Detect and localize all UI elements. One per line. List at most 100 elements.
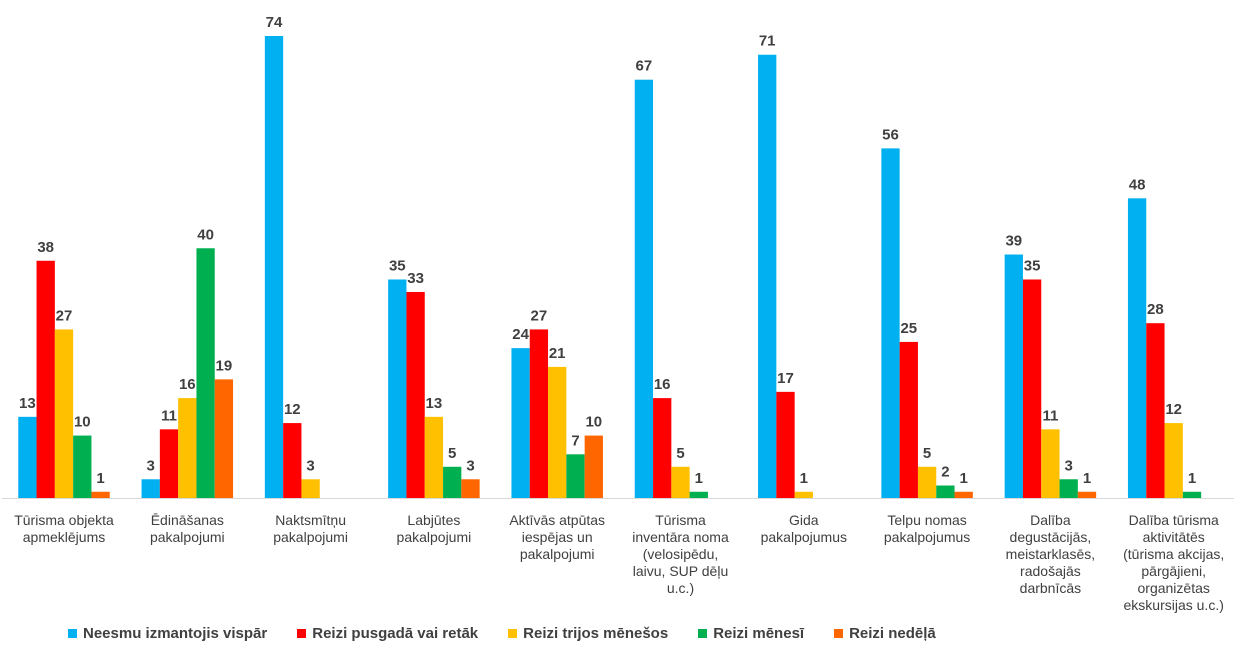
value-label-cat4-series3: 7 xyxy=(571,432,579,449)
category-label-2: Naktsmītņu pakalpojumi xyxy=(273,512,348,545)
category-label-0: Tūrisma objekta apmeklējums xyxy=(14,512,114,545)
category-label-3-line-0: Labjūtes xyxy=(407,512,460,528)
category-label-0-line-0: Tūrisma objekta xyxy=(14,512,114,528)
category-label-3: Labjūtes pakalpojumi xyxy=(397,512,472,545)
category-label-9-line-3: pārgājieni, xyxy=(1141,563,1206,579)
value-label-cat1-series1: 11 xyxy=(161,407,177,424)
value-label-cat9-series2: 12 xyxy=(1165,401,1182,418)
bar-cat2-series0 xyxy=(264,36,284,498)
legend-swatch-series-2 xyxy=(508,628,518,638)
category-label-8-line-1: degustācijās, xyxy=(1010,529,1092,545)
bar-cat1-series0 xyxy=(141,479,160,498)
value-label-cat9-series1: 28 xyxy=(1147,301,1164,318)
legend-label-series-1: Reizi pusgadā vai retāk xyxy=(312,624,479,642)
value-label-cat7-series2: 5 xyxy=(923,445,931,462)
legend: Neesmu izmantojis vispār Reizi pusgadā v… xyxy=(68,622,966,644)
category-label-2-line-0: Naktsmītņu xyxy=(275,512,346,528)
category-label-6-line-0: Gida xyxy=(789,512,819,528)
value-label-cat3-series3: 5 xyxy=(448,445,456,462)
bar-cat4-series3 xyxy=(566,454,585,498)
bar-cat5-series3 xyxy=(689,491,708,498)
bar-cat5-series2 xyxy=(671,466,690,498)
bar-cat0-series1 xyxy=(36,260,55,498)
bar-cat7-series4 xyxy=(954,491,973,498)
category-label-7-line-0: Telpu nomas xyxy=(887,512,966,528)
bar-cat0-series3 xyxy=(73,435,92,498)
value-labels-layer: 1338271013111640197412335331353242721710… xyxy=(19,14,1196,487)
legend-item-series-0: Neesmu izmantojis vispār xyxy=(68,625,267,642)
legend-item-series-1: Reizi pusgadā vai retāk xyxy=(297,625,478,642)
bar-cat3-series1 xyxy=(406,291,425,498)
legend-swatch-series-1 xyxy=(297,628,307,638)
bar-cat9-series0 xyxy=(1127,198,1147,498)
category-label-8-line-2: meistarklasēs, xyxy=(1006,546,1095,562)
category-label-6-line-1: pakalpojumus xyxy=(761,529,847,545)
bar-cat3-series2 xyxy=(424,416,444,498)
value-label-cat0-series0: 13 xyxy=(19,395,36,412)
category-label-3-line-1: pakalpojumi xyxy=(397,529,472,545)
category-label-7-line-1: pakalpojumus xyxy=(884,529,970,545)
bar-cat8-series3 xyxy=(1059,479,1078,498)
bar-cat3-series4 xyxy=(461,479,480,498)
value-label-cat3-series1: 33 xyxy=(407,270,424,287)
legend-item-series-4: Reizi nedēļā xyxy=(834,625,936,642)
category-label-5-line-2: (velosipēdu, xyxy=(643,546,719,562)
category-label-9-line-2: (tūrisma akcijas, xyxy=(1123,546,1224,562)
category-label-0-line-1: apmeklējums xyxy=(23,529,105,545)
category-label-5-line-4: u.c.) xyxy=(667,580,694,596)
value-label-cat1-series3: 40 xyxy=(197,226,214,243)
value-label-cat7-series4: 1 xyxy=(960,470,968,487)
category-label-2-line-1: pakalpojumi xyxy=(273,529,348,545)
value-label-cat6-series2: 1 xyxy=(800,470,808,487)
value-label-cat7-series3: 2 xyxy=(941,464,949,481)
value-label-cat4-series1: 27 xyxy=(531,307,548,324)
bar-cat2-series2 xyxy=(301,479,320,498)
value-label-cat2-series0: 74 xyxy=(266,14,283,31)
value-label-cat8-series1: 35 xyxy=(1024,257,1041,274)
bar-cat1-series2 xyxy=(178,398,197,498)
value-label-cat9-series0: 48 xyxy=(1129,176,1146,193)
bar-cat2-series1 xyxy=(283,423,302,498)
value-label-cat8-series2: 11 xyxy=(1042,407,1058,424)
bars-layer xyxy=(18,36,1202,498)
bar-cat7-series3 xyxy=(936,485,955,498)
category-labels-layer: Tūrisma objekta apmeklējums Ēdināšanas paka… xyxy=(14,512,1224,613)
bar-cat0-series2 xyxy=(54,329,74,498)
value-label-cat1-series0: 3 xyxy=(147,457,155,474)
category-label-6: Gida pakalpojumus xyxy=(761,512,847,545)
value-label-cat4-series2: 21 xyxy=(549,345,566,362)
value-label-cat7-series1: 25 xyxy=(900,320,917,337)
bar-cat4-series1 xyxy=(529,329,549,498)
value-label-cat0-series4: 1 xyxy=(96,470,104,487)
bar-cat5-series1 xyxy=(653,398,672,498)
bar-cat7-series0 xyxy=(881,148,900,498)
bar-cat8-series1 xyxy=(1022,279,1042,498)
value-label-cat3-series0: 35 xyxy=(389,257,406,274)
bar-cat4-series0 xyxy=(511,348,530,498)
bar-cat8-series0 xyxy=(1004,254,1023,498)
bar-cat7-series2 xyxy=(917,466,937,498)
category-label-9-line-1: aktivitātēs xyxy=(1143,529,1205,545)
category-label-4-line-2: pakalpojumi xyxy=(520,546,595,562)
value-label-cat6-series0: 71 xyxy=(759,33,776,50)
value-label-cat8-series3: 3 xyxy=(1065,457,1073,474)
legend-label-series-2: Reizi trijos mēnešos xyxy=(523,624,669,642)
value-label-cat5-series3: 1 xyxy=(695,470,703,487)
category-label-9-line-5: ekskursijas u.c.) xyxy=(1124,597,1224,613)
category-label-8-line-0: Dalība xyxy=(1030,512,1071,528)
category-label-5-line-0: Tūrisma xyxy=(655,512,706,528)
category-label-1-line-0: Ēdināšanas xyxy=(151,512,224,528)
bar-cat8-series2 xyxy=(1041,429,1060,498)
legend-label-series-4: Reizi nedēļā xyxy=(849,624,936,642)
legend-label-series-3: Reizi mēnesī xyxy=(713,624,805,642)
value-label-cat5-series2: 5 xyxy=(676,445,684,462)
legend-swatch-series-0 xyxy=(68,628,77,638)
bar-cat9-series2 xyxy=(1164,423,1183,498)
value-label-cat5-series0: 67 xyxy=(636,58,653,75)
value-label-cat0-series3: 10 xyxy=(74,414,91,431)
value-label-cat0-series1: 38 xyxy=(37,239,54,256)
value-label-cat0-series2: 27 xyxy=(56,307,73,324)
value-label-cat9-series3: 1 xyxy=(1188,470,1196,487)
legend-label-series-0: Neesmu izmantojis vispār xyxy=(83,624,268,642)
